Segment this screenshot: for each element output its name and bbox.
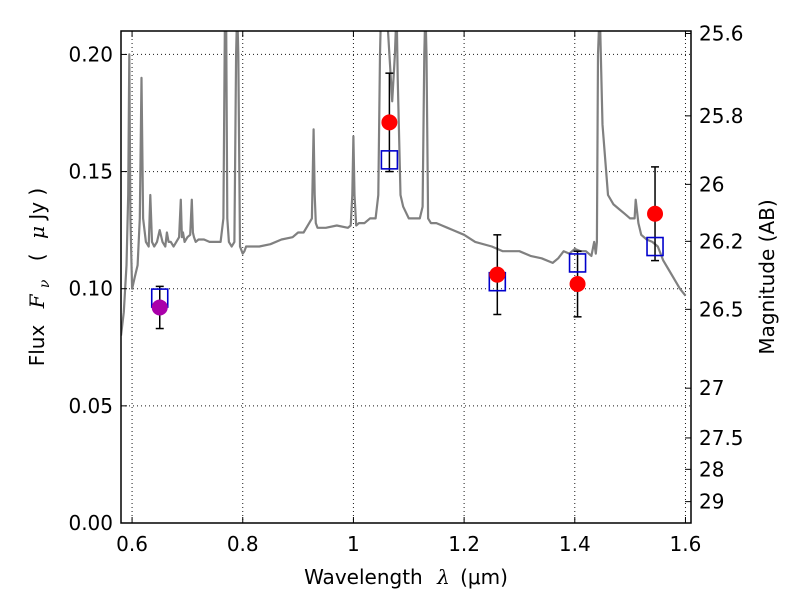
y-axis-label-symbol: F — [25, 293, 49, 309]
x-axis-label-unit: (μm) — [460, 565, 508, 589]
x-tick-label: 1.6 — [670, 532, 702, 556]
observed-points-group — [151, 114, 664, 316]
right-tick-label: 27 — [699, 376, 724, 400]
x-tick-label: 0.8 — [227, 532, 259, 556]
y-tick-label: 0.00 — [68, 511, 113, 535]
y-tick-label: 0.15 — [68, 160, 113, 184]
right-tick-label: 29 — [699, 490, 724, 514]
y-axis-label-sub: ν — [37, 279, 53, 288]
y-tick-label: 0.20 — [68, 42, 113, 66]
right-tick-label: 26.2 — [699, 229, 744, 253]
right-tick-label: 25.8 — [699, 104, 744, 128]
observed-point — [489, 266, 506, 283]
observed-point — [647, 205, 664, 222]
y-axis-label-unit: Jy ) — [25, 188, 49, 222]
x-ticks: 0.6 0.8 1 1.2 1.4 1.6 — [116, 31, 701, 556]
x-tick-label: 1.2 — [448, 532, 480, 556]
y-axis-label-unit-sym: μ — [25, 226, 49, 239]
right-axis-label: Magnitude (AB) — [755, 199, 779, 354]
right-ticks: 25.6 25.8 26 26.2 26.5 27 27.5 28 29 — [685, 22, 744, 514]
right-tick-label: 26 — [699, 172, 724, 196]
model-spectrum-group — [121, 31, 687, 336]
y-tick-label: 0.05 — [68, 394, 113, 418]
plot-background — [121, 31, 691, 523]
observed-point — [151, 299, 168, 316]
x-tick-label: 1.4 — [559, 532, 591, 556]
x-axis-label: Wavelength λ (μm) — [304, 565, 508, 589]
right-tick-label: 27.5 — [699, 426, 744, 450]
plot-frame — [120, 30, 692, 524]
x-tick-label: 0.6 — [116, 532, 148, 556]
synthetic-point — [380, 150, 399, 170]
observed-point — [381, 114, 398, 131]
y-axis-label: Flux F ν ( μ Jy ) — [25, 188, 54, 367]
model-spectrum-line — [121, 31, 687, 336]
right-tick-label: 26.5 — [699, 297, 744, 321]
y-axis-label-open: ( — [25, 253, 49, 261]
x-axis-label-symbol: λ — [436, 565, 450, 589]
synthetic-point — [646, 236, 664, 257]
y-ticks: 0.00 0.05 0.10 0.15 0.20 — [68, 42, 127, 535]
observed-point — [569, 276, 586, 293]
synthetic-point — [568, 253, 587, 273]
y-axis-label-prefix: Flux — [25, 325, 49, 367]
x-axis-label-prefix: Wavelength — [304, 565, 423, 589]
right-tick-label: 25.6 — [699, 22, 744, 46]
right-tick-label: 28 — [699, 457, 724, 481]
x-tick-label: 1 — [347, 532, 360, 556]
y-tick-label: 0.10 — [68, 277, 113, 301]
